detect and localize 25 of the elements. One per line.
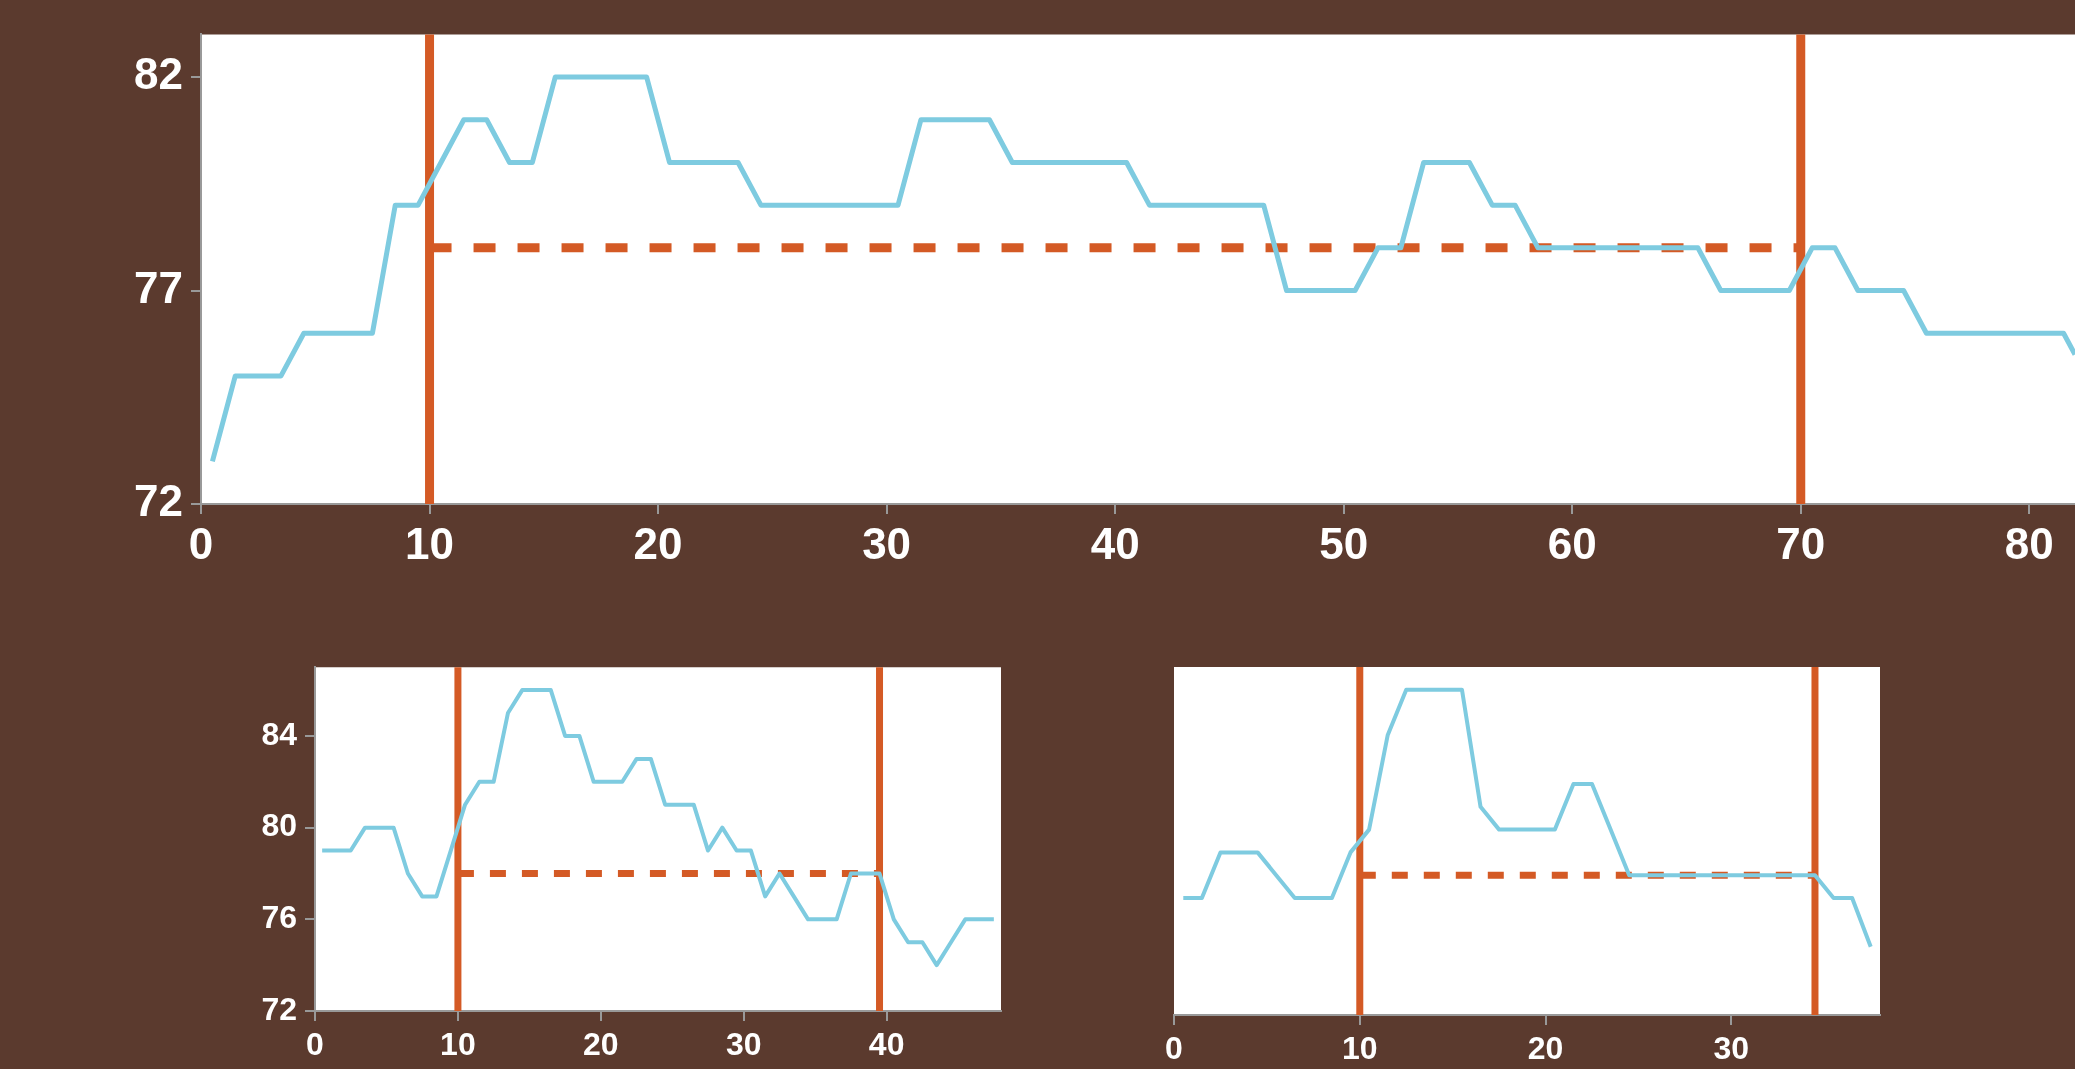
x-tick-label: 20 bbox=[633, 518, 683, 568]
y-tick-label: 72 bbox=[261, 990, 297, 1027]
x-tick-label: 10 bbox=[1341, 1030, 1378, 1067]
x-tick-label: 30 bbox=[1713, 1030, 1750, 1067]
y-tick-label: 77 bbox=[134, 262, 183, 312]
y-tick-label: 72 bbox=[134, 476, 183, 526]
x-tick-label: 70 bbox=[1776, 518, 1826, 568]
x-tick-label: 0 bbox=[1165, 1030, 1183, 1067]
x-tick-label: 20 bbox=[1527, 1030, 1564, 1067]
y-tick-label: 76 bbox=[261, 899, 297, 936]
x-tick-label: 20 bbox=[583, 1026, 619, 1063]
x-tick-label: 50 bbox=[1319, 518, 1369, 568]
x-tick-label: 60 bbox=[1547, 518, 1597, 568]
x-tick-label: 30 bbox=[862, 518, 912, 568]
x-tick-label: 0 bbox=[306, 1026, 324, 1063]
y-tick-label: 80 bbox=[261, 807, 297, 844]
x-tick-label: 0 bbox=[188, 518, 214, 568]
x-tick-label: 30 bbox=[725, 1026, 762, 1063]
y-tick-label: 82 bbox=[134, 49, 183, 99]
x-tick-label: 40 bbox=[868, 1026, 905, 1063]
x-tick-label: 40 bbox=[1090, 518, 1140, 568]
x-tick-label: 80 bbox=[2004, 518, 2054, 568]
x-tick-label: 10 bbox=[440, 1026, 476, 1063]
y-tick-label: 84 bbox=[261, 715, 298, 752]
x-tick-label: 10 bbox=[405, 518, 455, 568]
